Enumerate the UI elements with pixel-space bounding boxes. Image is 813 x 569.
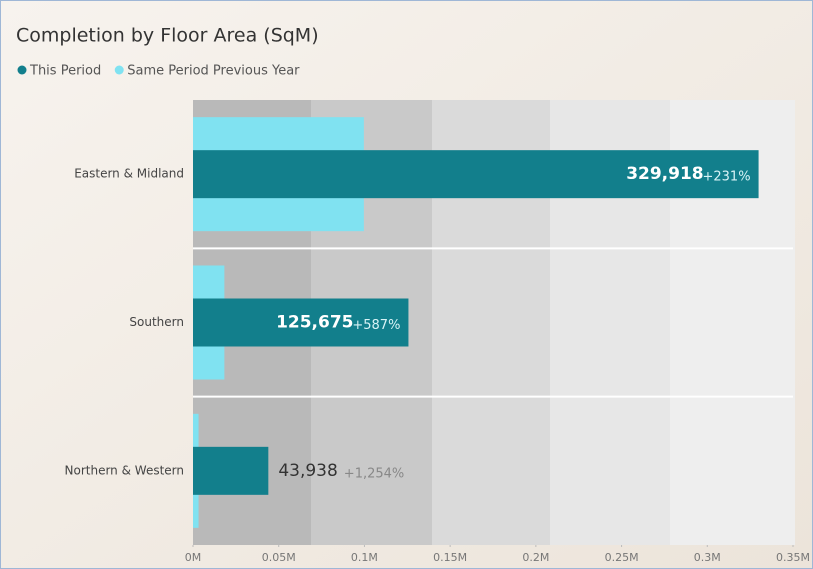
x-tick-label: 0.25M: [605, 551, 639, 564]
x-tick-label: 0M: [185, 551, 202, 564]
x-tick-label: 0.3M: [694, 551, 721, 564]
data-label-group: 43,938 +1,254%: [278, 461, 404, 482]
y-tick-label: Eastern & Midland: [74, 167, 184, 181]
legend-label: Same Period Previous Year: [127, 64, 300, 79]
data-label: 125,675: [276, 313, 353, 333]
bar-current: [193, 298, 409, 347]
change-label: +587%: [352, 318, 400, 333]
x-tick-label: 0.05M: [262, 551, 296, 564]
data-label: 329,918: [626, 164, 703, 184]
legend-marker: [114, 65, 124, 75]
chart-title: Completion by Floor Area (SqM): [16, 25, 319, 47]
x-tick-label: 0.2M: [522, 551, 549, 564]
x-tick-label: 0.1M: [351, 551, 378, 564]
bar-current: [193, 150, 759, 199]
x-tick-label: 0.35M: [776, 551, 810, 564]
bar-current: [193, 446, 269, 495]
change-label: +231%: [703, 170, 751, 185]
x-tick-label: 0.15M: [433, 551, 467, 564]
y-tick-label: Southern: [129, 315, 184, 329]
data-label-group: 125,675+587%: [276, 313, 400, 334]
data-label: 43,938: [278, 461, 337, 481]
legend-label: This Period: [29, 64, 101, 79]
data-label-group: 329,918+231%: [626, 164, 750, 185]
legend-marker: [17, 65, 27, 75]
y-tick-label: Northern & Western: [65, 463, 184, 477]
change-label: +1,254%: [344, 466, 404, 481]
